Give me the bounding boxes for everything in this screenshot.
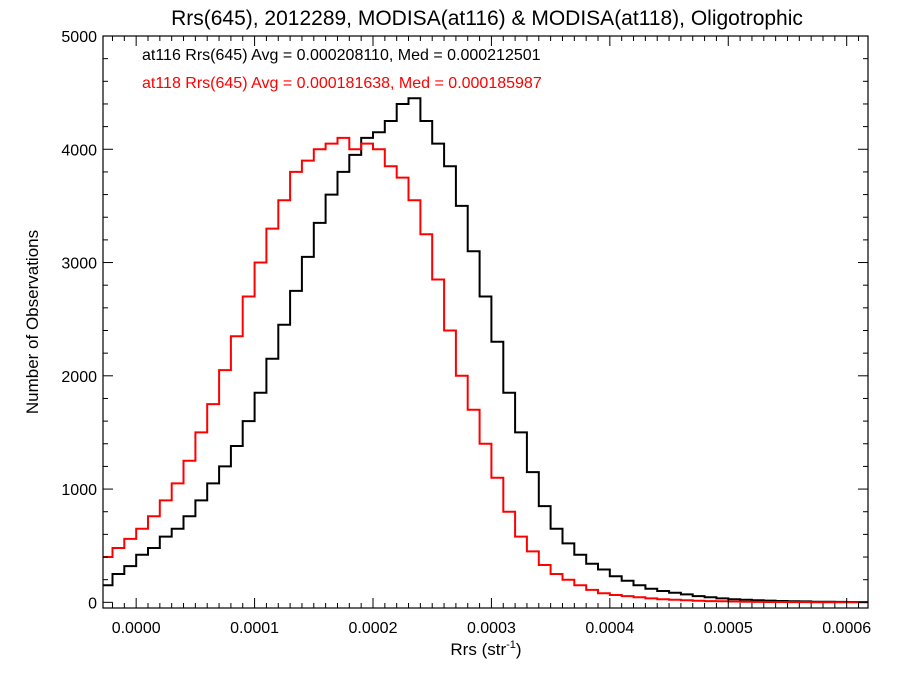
y-tick-label: 0	[88, 595, 97, 612]
y-tick-label: 3000	[61, 256, 97, 273]
x-axis-label: Rrs (str-1)	[450, 639, 521, 659]
legend: at116 Rrs(645) Avg = 0.000208110, Med = …	[142, 47, 542, 92]
x-tick-label: 0.0004	[585, 620, 634, 637]
x-tick-label: 0.0000	[112, 620, 161, 637]
plot-area: 0.0000 0.0001 0.0002 0.0003 0.0004 0.0005 0.00…	[61, 29, 871, 637]
x-tick-label: 0.0003	[467, 620, 516, 637]
y-axis-label: Number of Observations	[23, 230, 42, 414]
y-tick-label: 1000	[61, 482, 97, 499]
y-tick-label: 2000	[61, 369, 97, 386]
x-tick-label: 0.0001	[230, 620, 279, 637]
x-tick-label: 0.0002	[349, 620, 398, 637]
plot-frame	[102, 35, 869, 609]
y-tick-label: 5000	[61, 29, 97, 46]
series-line-at116	[103, 97, 868, 603]
series-line-at118	[103, 136, 868, 604]
chart-title: Rrs(645), 2012289, MODISA(at116) & MODIS…	[171, 7, 803, 30]
legend-entry-at118: at118 Rrs(645) Avg = 0.000181638, Med = …	[142, 75, 542, 92]
y-tick-label: 4000	[61, 142, 97, 159]
x-tick-label: 0.0005	[704, 620, 753, 637]
x-tick-label: 0.0006	[822, 620, 871, 637]
legend-entry-at116: at116 Rrs(645) Avg = 0.000208110, Med = …	[142, 47, 541, 64]
